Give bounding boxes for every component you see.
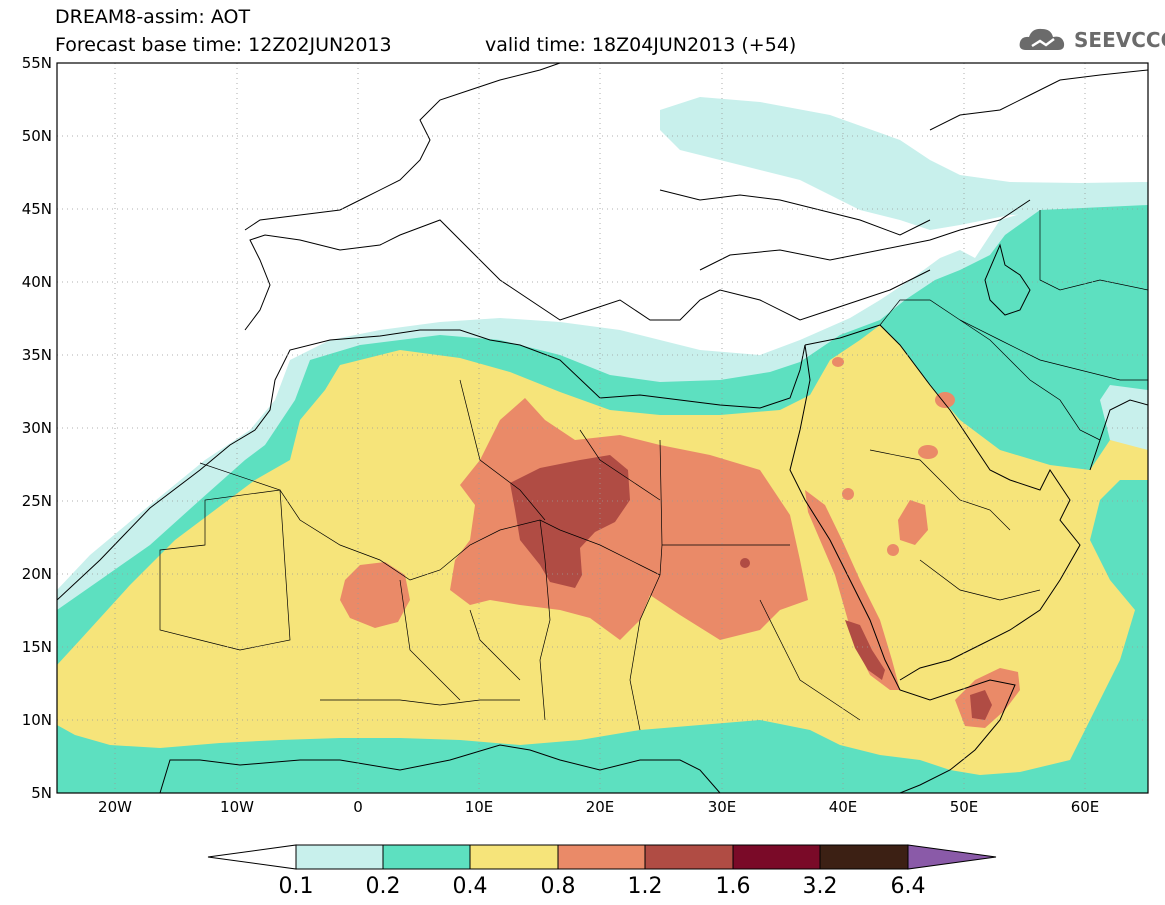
colorbar-label: 0.2 xyxy=(366,874,401,899)
lat-label: 50N xyxy=(22,127,52,145)
colorbar-label: 0.4 xyxy=(453,874,488,899)
aot-1.2-region-somalia xyxy=(970,690,992,720)
lat-label: 45N xyxy=(22,200,52,218)
colorbar-segment-high xyxy=(907,844,997,870)
longitude-axis: 20W 10W 0 10E 20E 30E 40E 50E 60E xyxy=(98,798,1099,816)
logo-text: SEEVCCC xyxy=(1074,28,1165,52)
colorbar-segment xyxy=(819,844,909,870)
lon-label: 0 xyxy=(353,798,363,816)
colorbar-label: 6.4 xyxy=(891,874,926,899)
chart-title: DREAM8-assim: AOT xyxy=(55,6,251,28)
colorbar-segment xyxy=(469,844,559,870)
colorbar-label: 1.6 xyxy=(716,874,751,899)
seevccc-logo: SEEVCCC xyxy=(1018,24,1165,56)
map-area xyxy=(57,63,1148,793)
colorbar-segment-low xyxy=(207,844,297,870)
colorbar-segment xyxy=(732,844,821,870)
map-frame xyxy=(56,62,1149,794)
gridlines xyxy=(57,63,1148,793)
lat-label: 5N xyxy=(31,784,52,802)
aot-1.2-region-redsea xyxy=(845,620,885,680)
aot-0.8-region-west xyxy=(340,562,410,628)
latitude-axis: 55N 50N 45N 40N 35N 30N 25N 20N 15N 10N … xyxy=(22,54,52,802)
lon-label: 30E xyxy=(708,798,737,816)
lat-label: 10N xyxy=(22,711,52,729)
colorbar-segment xyxy=(382,844,471,870)
lat-label: 15N xyxy=(22,638,52,656)
country-borders xyxy=(159,210,1148,731)
cloud-icon xyxy=(1019,28,1065,50)
lat-label: 35N xyxy=(22,346,52,364)
aot-0.8-region-redsea xyxy=(805,490,900,690)
colorbar-label: 1.2 xyxy=(628,874,663,899)
aot-0.8-spot-4 xyxy=(887,544,899,556)
forecast-base-time: Forecast base time: 12Z02JUN2013 xyxy=(55,34,392,56)
aot-0.8-spot-2 xyxy=(918,445,938,459)
lon-label: 60E xyxy=(1071,798,1100,816)
aot-0.8-spot-5 xyxy=(832,357,844,367)
lon-label: 20W xyxy=(98,798,132,816)
lon-label: 20E xyxy=(586,798,615,816)
lon-label: 50E xyxy=(950,798,979,816)
aot-0.1-region-north xyxy=(660,97,1148,230)
colorbar-label: 3.2 xyxy=(803,874,838,899)
lat-label: 20N xyxy=(22,565,52,583)
lon-label: 10E xyxy=(465,798,494,816)
lat-label: 25N xyxy=(22,492,52,510)
aot-0.8-spot-1 xyxy=(935,392,955,408)
aot-0.8-region-central xyxy=(450,398,808,640)
valid-time: valid time: 18Z04JUN2013 (+54) xyxy=(485,34,797,56)
lat-label: 55N xyxy=(22,54,52,72)
aot-0.8-spot-3 xyxy=(842,488,854,500)
lat-label: 40N xyxy=(22,273,52,291)
colorbar-segment xyxy=(295,844,384,870)
aot-0.8-region-arabia xyxy=(898,500,928,545)
coastlines xyxy=(57,63,1148,793)
colorbar-segment xyxy=(557,844,646,870)
colorbar: 0.1 0.2 0.4 0.8 1.2 1.6 3.2 6.4 xyxy=(207,844,997,899)
aot-1.2-spot xyxy=(740,558,750,568)
colorbar-label: 0.8 xyxy=(541,874,576,899)
colorbar-segment xyxy=(644,844,734,870)
lon-label: 10W xyxy=(220,798,254,816)
lat-label: 30N xyxy=(22,419,52,437)
colorbar-label: 0.1 xyxy=(279,874,314,899)
lon-label: 40E xyxy=(829,798,858,816)
